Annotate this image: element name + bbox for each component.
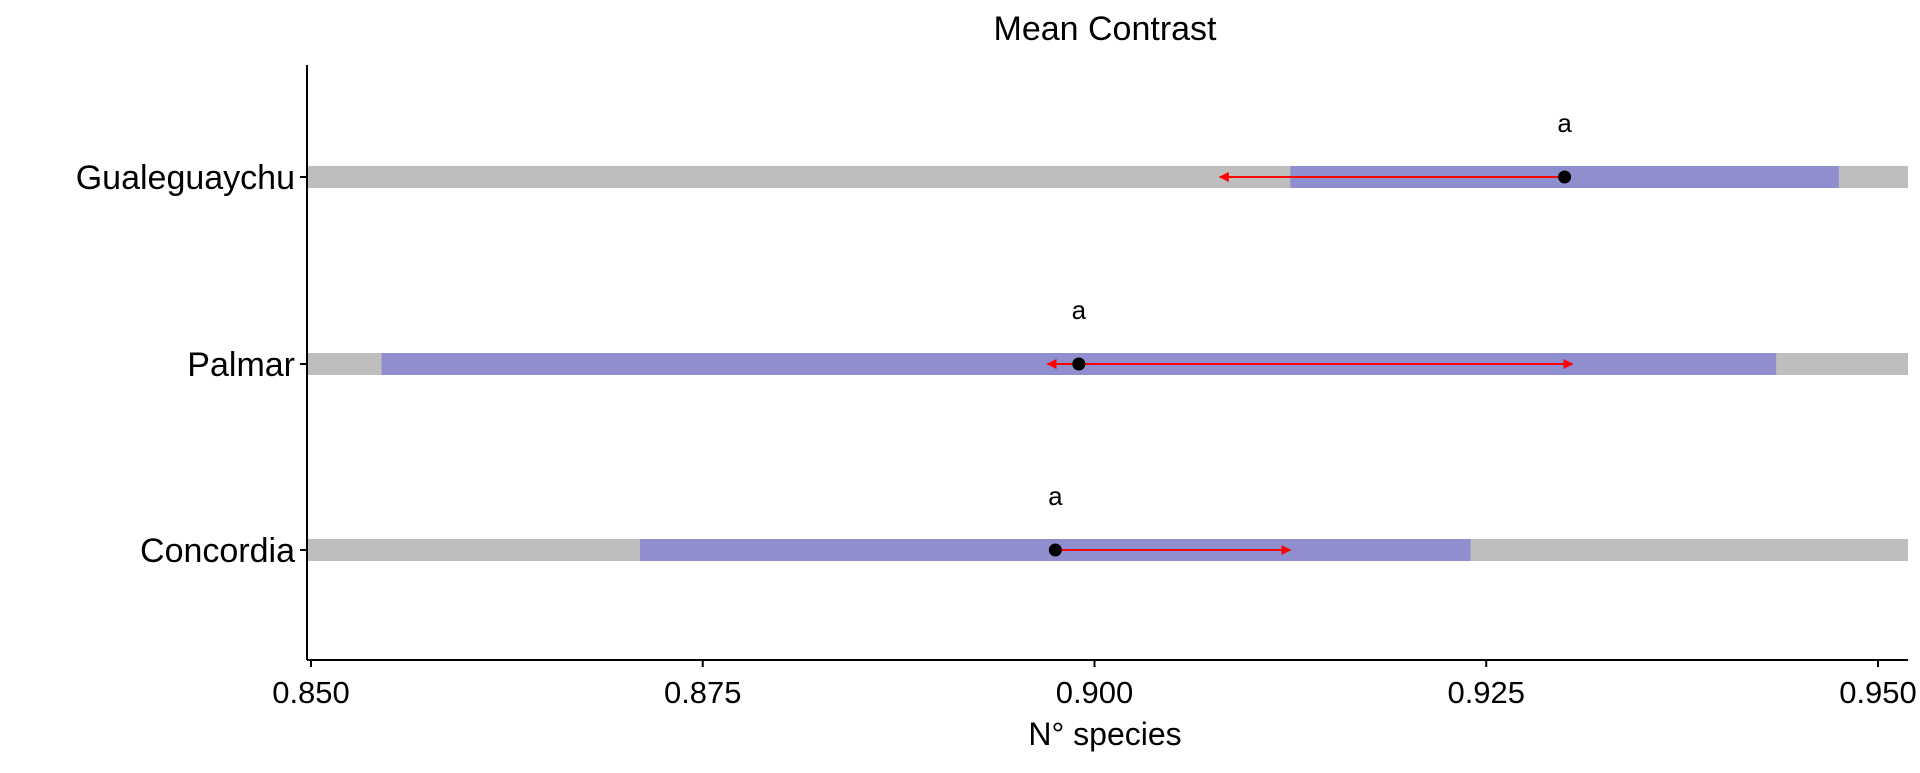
group-label-gualeguaychu: a [1557,108,1572,138]
y-tick-label-gualeguaychu: Gualeguaychu [76,159,295,197]
point-palmar [1072,357,1086,371]
x-tick-label-1: 0.875 [664,675,742,710]
rows-layer: a Gualeguaychu a Palmar a Concordia [76,108,1908,570]
y-tick-label-concordia: Concordia [140,532,295,570]
group-label-concordia: a [1048,481,1063,511]
x-tick-label-2: 0.900 [1056,675,1134,710]
x-tick-label-3: 0.925 [1447,675,1525,710]
x-tick-label-4: 0.950 [1839,675,1917,710]
x-tick-label-0: 0.850 [272,675,350,710]
chart-title: Mean Contrast [994,10,1218,48]
ticks-layer: 0.850 0.875 0.900 0.925 0.950 [272,660,1917,710]
y-tick-label-palmar: Palmar [187,346,295,384]
group-label-palmar: a [1072,295,1087,325]
point-gualeguaychu [1558,170,1572,184]
x-axis-title: N° species [1028,716,1181,752]
point-concordia [1048,543,1062,557]
